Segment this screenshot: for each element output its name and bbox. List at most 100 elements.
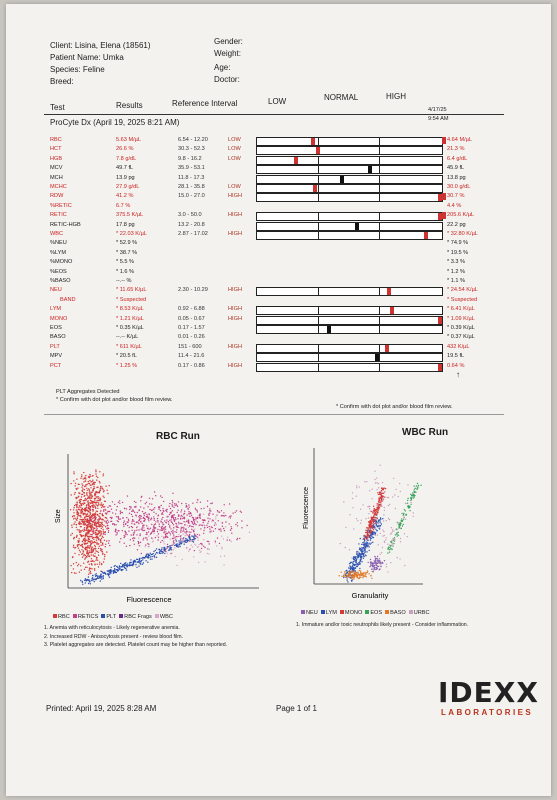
dot	[80, 569, 82, 571]
dot	[94, 505, 96, 507]
dot	[92, 559, 94, 562]
dot	[96, 528, 98, 530]
dot	[372, 536, 375, 539]
dot	[379, 527, 381, 529]
dot	[99, 489, 101, 492]
dot	[357, 551, 359, 553]
dot	[344, 573, 346, 575]
dot	[131, 526, 134, 529]
dot	[371, 498, 373, 500]
dot	[132, 509, 134, 511]
dot	[208, 543, 210, 545]
dot	[136, 529, 138, 531]
result-value: * 52.9 %	[116, 240, 138, 247]
dot	[204, 546, 206, 549]
dot	[230, 540, 232, 543]
dot	[76, 504, 78, 506]
gauge-divider	[379, 175, 381, 183]
dot	[84, 558, 86, 560]
gauge-marker	[368, 166, 372, 174]
range-gauge	[256, 362, 443, 372]
dot	[150, 553, 152, 556]
dot	[90, 496, 92, 498]
dot	[167, 549, 170, 551]
dot	[139, 521, 142, 523]
dot	[166, 546, 169, 548]
dot	[161, 539, 163, 542]
dot	[372, 525, 374, 527]
dot	[210, 502, 212, 505]
dot	[89, 581, 91, 583]
dot	[157, 528, 159, 531]
dot	[165, 555, 168, 557]
gauge-divider	[318, 185, 320, 192]
dot	[96, 563, 98, 565]
dot	[361, 553, 363, 555]
dot	[355, 573, 357, 576]
dot	[91, 502, 93, 504]
dot	[83, 562, 85, 564]
dot	[124, 567, 126, 569]
dot	[87, 582, 90, 585]
dot	[372, 571, 374, 573]
dot	[386, 496, 388, 499]
dot	[96, 542, 98, 545]
dot	[370, 542, 372, 544]
dot	[127, 518, 130, 520]
dot	[171, 544, 173, 547]
dot	[378, 519, 381, 521]
dot	[83, 568, 86, 570]
table-row: MCH 13.9 pg 11.8 - 17.3 13.8 pg	[6, 174, 551, 184]
flag: HIGH	[228, 306, 242, 313]
dot	[351, 497, 354, 500]
dot	[101, 535, 103, 537]
dot	[410, 493, 412, 495]
dot	[183, 537, 185, 539]
dot	[414, 491, 416, 493]
dot	[87, 482, 89, 485]
dot	[116, 531, 118, 534]
flag: LOW	[228, 155, 241, 162]
flag: LOW	[228, 137, 241, 143]
dot	[354, 563, 356, 566]
legend-swatch	[154, 614, 159, 618]
table-row: RETIC-HGB 17.8 pg 13.2 - 20.8 22.2 pg	[6, 221, 551, 231]
dot	[136, 526, 138, 529]
dot	[91, 516, 93, 518]
dot	[143, 524, 145, 526]
dot	[353, 528, 355, 530]
dot	[344, 546, 346, 549]
dot	[105, 513, 108, 515]
dot	[362, 504, 364, 506]
dot	[377, 492, 379, 494]
gauge-divider	[318, 288, 320, 296]
dot	[90, 558, 93, 560]
dot	[78, 538, 80, 540]
gauge-marker	[375, 354, 380, 362]
dot	[381, 495, 384, 497]
dot	[183, 526, 185, 529]
dot	[376, 564, 378, 566]
table-row: HCT 26.6 % 30.3 - 52.3 LOW 21.3 %	[6, 145, 551, 156]
dot	[119, 541, 121, 543]
gauge-marker	[310, 138, 315, 145]
dot	[105, 485, 107, 487]
dot	[95, 510, 97, 512]
dot	[145, 544, 147, 546]
dot	[363, 575, 365, 577]
dot	[145, 560, 147, 562]
dot	[83, 555, 85, 557]
dot	[112, 512, 114, 514]
dot	[350, 571, 352, 574]
dot	[130, 506, 132, 508]
dot	[144, 503, 146, 505]
dot	[373, 526, 375, 529]
gauge-divider	[379, 185, 381, 192]
dot	[200, 508, 202, 510]
dot	[405, 514, 407, 516]
dot	[194, 534, 196, 536]
dot	[385, 537, 387, 539]
client-name: Client: Lisina, Elena (18561)	[50, 41, 151, 50]
dot	[88, 482, 91, 485]
dot	[240, 511, 243, 513]
